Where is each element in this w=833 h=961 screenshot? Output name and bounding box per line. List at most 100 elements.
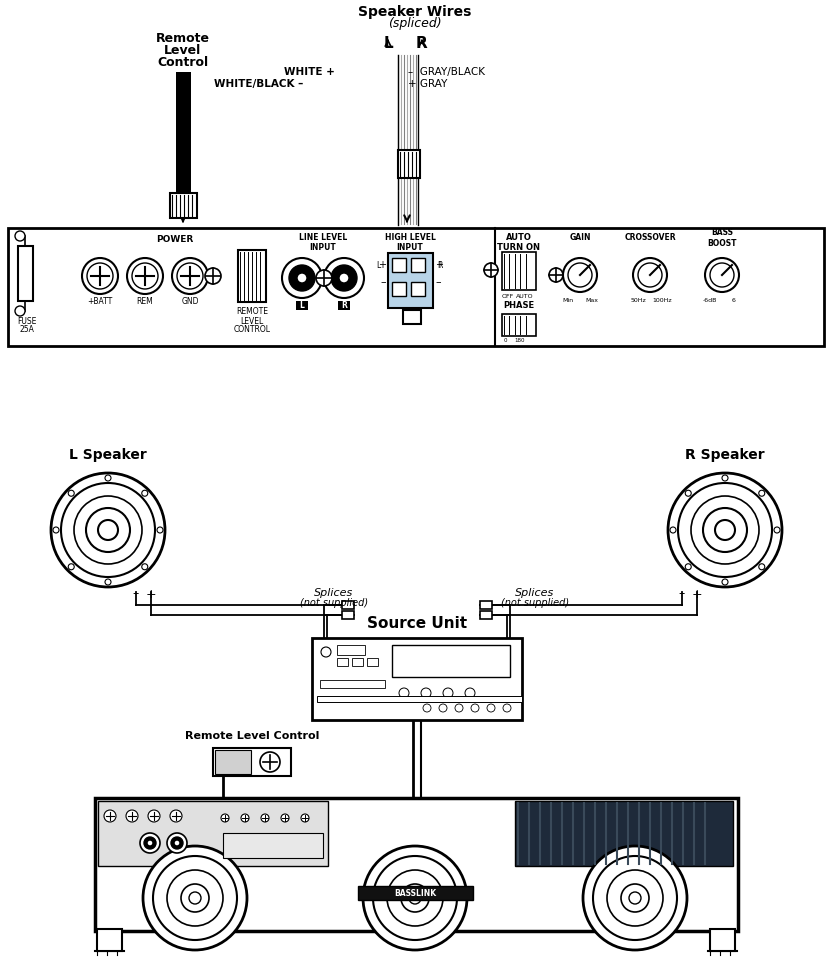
Text: 180: 180 <box>515 337 526 342</box>
Text: WHITE/BLACK –: WHITE/BLACK – <box>214 79 303 89</box>
Text: Splices: Splices <box>516 588 555 598</box>
Bar <box>342 601 354 609</box>
Circle shape <box>691 496 759 564</box>
Text: Max: Max <box>586 298 598 303</box>
Circle shape <box>722 579 728 585</box>
Circle shape <box>363 846 467 950</box>
Circle shape <box>170 810 182 822</box>
Circle shape <box>759 490 765 496</box>
Bar <box>8 228 824 346</box>
Bar <box>238 250 266 302</box>
Circle shape <box>321 647 331 657</box>
Circle shape <box>181 884 209 912</box>
Circle shape <box>15 231 25 241</box>
Circle shape <box>189 892 201 904</box>
Text: (not supplied): (not supplied) <box>300 598 368 608</box>
Bar <box>320 680 385 688</box>
Bar <box>223 833 323 858</box>
Bar <box>18 246 33 301</box>
Circle shape <box>260 752 280 772</box>
Text: BASSLINK: BASSLINK <box>394 889 436 898</box>
Circle shape <box>105 475 111 481</box>
Circle shape <box>686 564 691 570</box>
Circle shape <box>339 273 349 283</box>
Bar <box>367 658 378 666</box>
Text: –: – <box>133 587 139 601</box>
Circle shape <box>670 527 676 533</box>
Text: AUTO: AUTO <box>516 293 534 299</box>
Circle shape <box>439 704 447 712</box>
Text: REMOTE: REMOTE <box>236 308 268 316</box>
Circle shape <box>143 846 247 950</box>
Circle shape <box>68 564 74 570</box>
Circle shape <box>172 258 208 294</box>
Circle shape <box>51 473 165 587</box>
Circle shape <box>629 892 641 904</box>
Circle shape <box>282 258 322 298</box>
Circle shape <box>387 870 443 926</box>
Bar <box>170 193 197 218</box>
Circle shape <box>144 837 156 849</box>
Bar <box>317 696 522 702</box>
Circle shape <box>167 870 223 926</box>
Text: –: – <box>435 277 441 287</box>
Circle shape <box>205 268 221 284</box>
Circle shape <box>487 704 495 712</box>
Circle shape <box>53 527 59 533</box>
Circle shape <box>82 258 118 294</box>
Text: L Speaker: L Speaker <box>69 448 147 462</box>
Bar <box>176 72 191 192</box>
Circle shape <box>443 688 453 698</box>
Circle shape <box>157 527 163 533</box>
Circle shape <box>423 704 431 712</box>
Bar <box>480 611 492 619</box>
Circle shape <box>221 814 229 822</box>
Text: –  GRAY/BLACK: – GRAY/BLACK <box>408 67 485 77</box>
Circle shape <box>148 810 160 822</box>
Circle shape <box>593 856 677 940</box>
Circle shape <box>421 688 431 698</box>
Text: PHASE: PHASE <box>503 302 535 310</box>
Circle shape <box>142 564 147 570</box>
Text: WHITE +: WHITE + <box>284 67 335 77</box>
Text: FUSE: FUSE <box>17 316 37 326</box>
Text: LEVEL: LEVEL <box>241 316 263 326</box>
Circle shape <box>633 258 667 292</box>
Bar <box>411 258 425 272</box>
Text: Control: Control <box>157 56 208 68</box>
Text: Level: Level <box>164 43 202 57</box>
Text: CROSSOVER: CROSSOVER <box>624 234 676 242</box>
Bar <box>392 645 510 677</box>
Bar <box>342 611 354 619</box>
Bar <box>213 748 291 776</box>
Bar <box>337 658 348 666</box>
Circle shape <box>703 508 747 552</box>
Text: Speaker Wires: Speaker Wires <box>358 5 471 19</box>
Bar <box>95 798 738 931</box>
Text: 0: 0 <box>503 337 506 342</box>
Circle shape <box>87 263 113 289</box>
Bar <box>98 801 328 866</box>
Text: –: – <box>679 587 685 601</box>
Text: R: R <box>437 260 442 269</box>
Circle shape <box>177 263 203 289</box>
Bar <box>338 301 350 310</box>
Bar <box>502 314 536 336</box>
Circle shape <box>686 490 691 496</box>
Bar <box>215 750 251 774</box>
Circle shape <box>668 473 782 587</box>
Bar <box>352 658 363 666</box>
Bar <box>97 929 122 951</box>
Text: INPUT: INPUT <box>310 242 337 252</box>
Text: OFF: OFF <box>502 293 514 299</box>
Text: (spliced): (spliced) <box>388 16 441 30</box>
Text: R: R <box>416 37 428 52</box>
Text: -6dB: -6dB <box>703 298 717 303</box>
Circle shape <box>710 263 734 287</box>
Bar <box>502 252 536 290</box>
Circle shape <box>705 258 739 292</box>
Text: +: + <box>146 587 157 601</box>
Circle shape <box>409 892 421 904</box>
Text: 50Hz: 50Hz <box>630 298 646 303</box>
Bar <box>515 801 733 866</box>
